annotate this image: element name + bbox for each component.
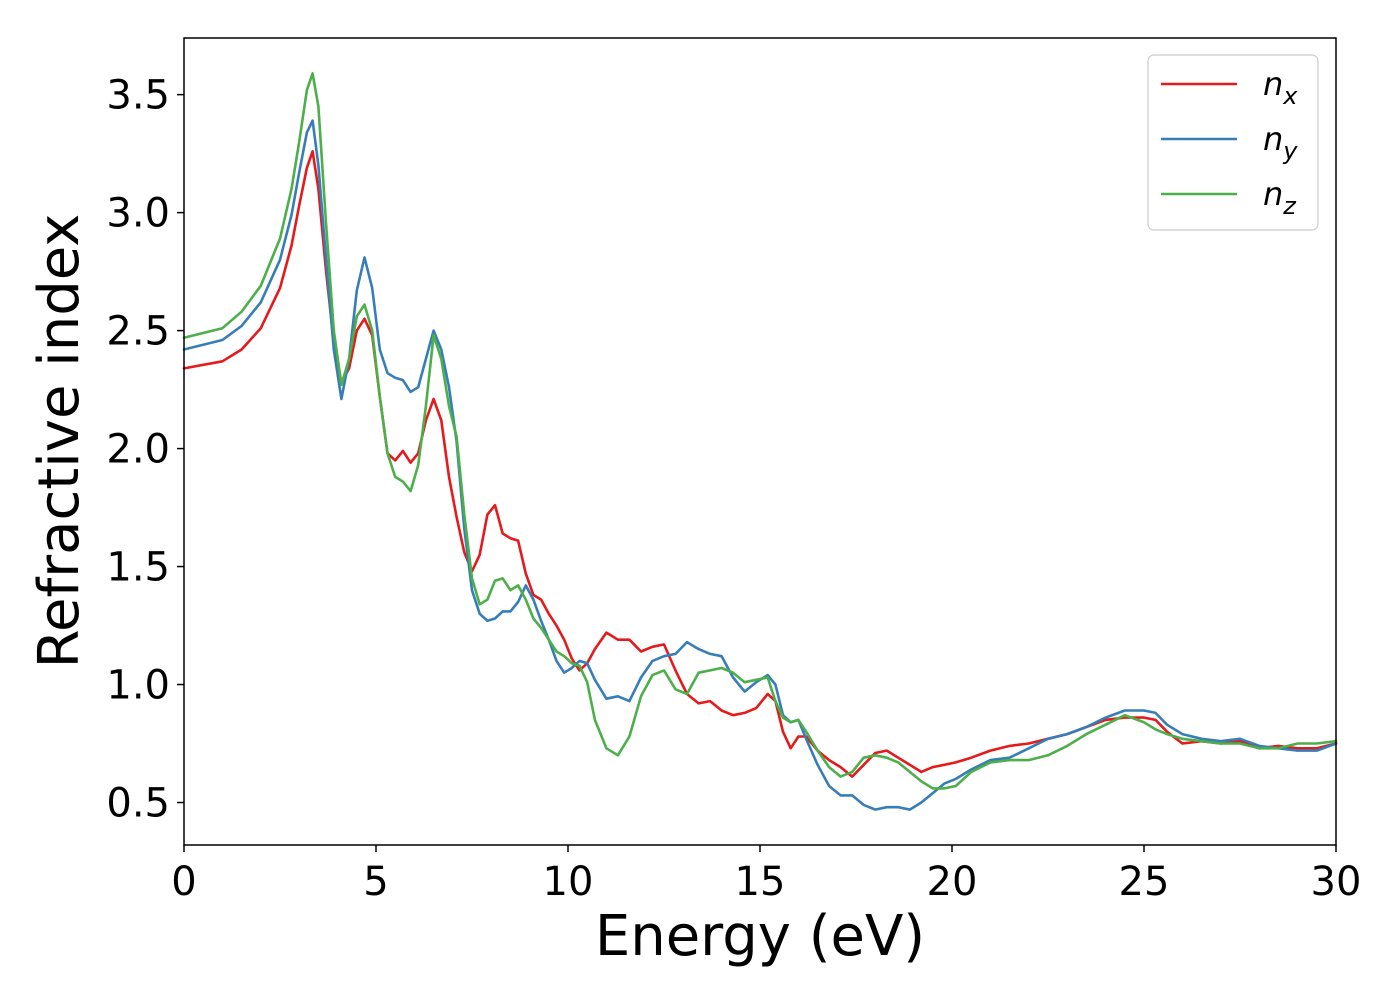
legend-label-y: ny bbox=[1263, 120, 1298, 165]
y-axis-title: Refractive index bbox=[27, 214, 92, 669]
x-tick-label: 25 bbox=[1119, 859, 1170, 905]
y-tick-label: 3.0 bbox=[106, 191, 170, 237]
series-layer bbox=[182, 72, 1338, 811]
x-axis-title: Energy (eV) bbox=[595, 904, 925, 969]
x-tick-label: 10 bbox=[543, 859, 594, 905]
x-tick-label: 0 bbox=[171, 859, 196, 905]
legend-label-z: nz bbox=[1263, 175, 1297, 220]
x-tick-label: 15 bbox=[735, 859, 786, 905]
x-tick-label: 20 bbox=[927, 859, 978, 905]
y-tick-label: 2.0 bbox=[106, 427, 170, 473]
y-tick-label: 2.5 bbox=[106, 309, 170, 355]
y-tick-label: 3.5 bbox=[106, 73, 170, 119]
legend: nx ny nz bbox=[1147, 54, 1319, 231]
series-line-z bbox=[182, 72, 1338, 790]
x-axis-ticks: 0 5 10 15 20 25 30 bbox=[171, 845, 1361, 905]
legend-label-x: nx bbox=[1263, 65, 1298, 110]
x-tick-label: 5 bbox=[363, 859, 388, 905]
y-tick-label: 0.5 bbox=[106, 781, 170, 827]
y-tick-label: 1.0 bbox=[106, 663, 170, 709]
legend-box bbox=[1147, 54, 1319, 231]
y-tick-label: 1.5 bbox=[106, 545, 170, 591]
y-axis-ticks: 0.5 1.0 1.5 2.0 2.5 3.0 3.5 bbox=[106, 73, 184, 827]
x-tick-label: 30 bbox=[1311, 859, 1362, 905]
series-line-y bbox=[182, 119, 1338, 811]
